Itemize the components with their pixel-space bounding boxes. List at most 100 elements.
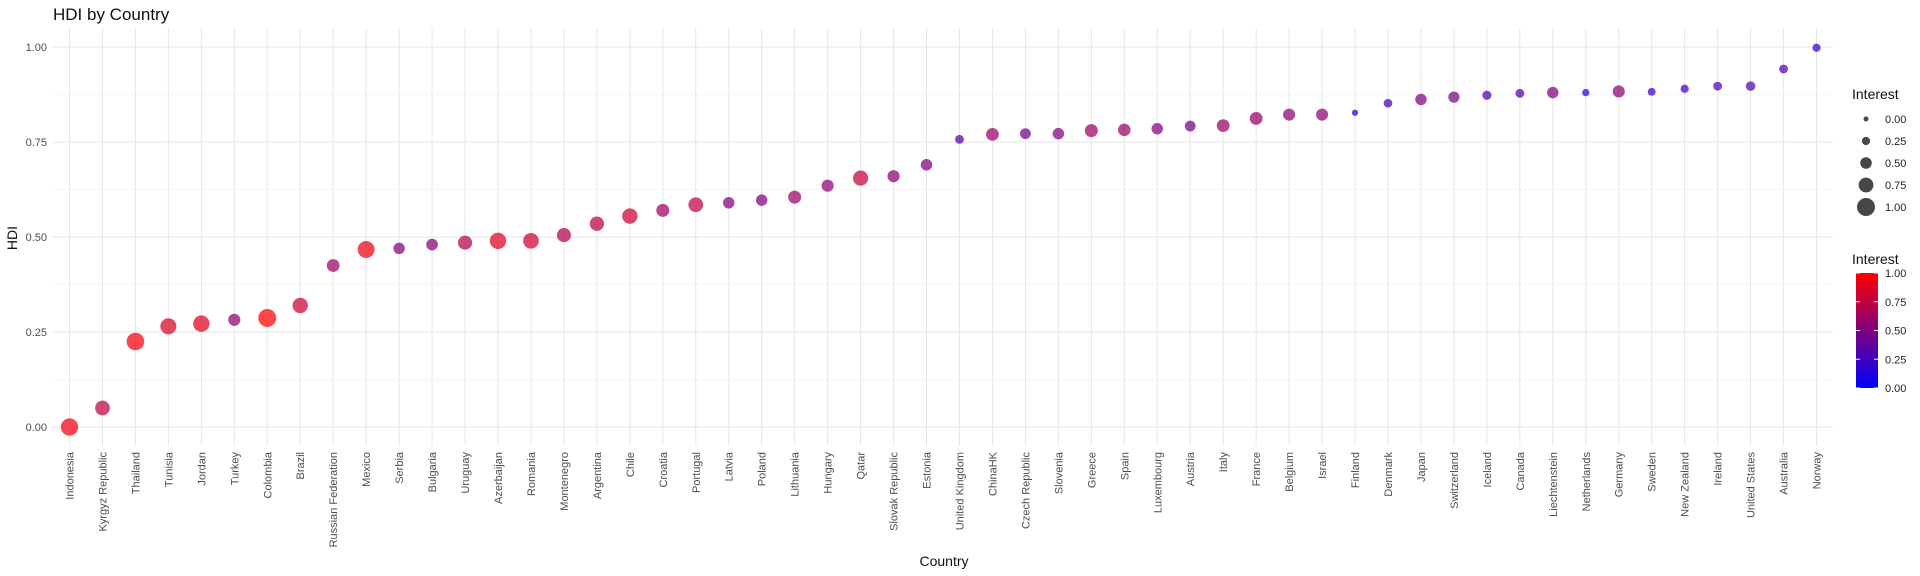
data-point (1779, 64, 1789, 74)
legend-size-label: 0.75 (1885, 180, 1906, 192)
x-axis-title: Country (919, 553, 968, 569)
data-point (1713, 81, 1723, 91)
y-tick-label: 1.00 (26, 42, 47, 54)
x-tick-label: Luxembourg (1152, 452, 1164, 513)
data-point (1515, 88, 1525, 98)
x-tick-label: Norway (1812, 452, 1824, 490)
data-point (688, 197, 704, 213)
x-tick-label: Bulgaria (427, 451, 439, 492)
x-tick-label: Austria (1185, 451, 1197, 486)
data-point (126, 332, 145, 351)
data-point (489, 232, 507, 250)
data-point (1019, 128, 1031, 140)
x-tick-label: Turkey (229, 452, 241, 486)
data-points (60, 43, 1821, 436)
chart-title: HDI by Country (53, 5, 170, 24)
data-point (656, 203, 670, 217)
data-point (1448, 91, 1460, 103)
data-point (821, 179, 834, 192)
data-point (1052, 127, 1065, 140)
legend-color-label: 1.00 (1885, 268, 1906, 280)
x-tick-label: Czech Republic (1020, 452, 1032, 530)
data-point (1351, 109, 1359, 116)
x-tick-label: Slovenia (1053, 451, 1065, 494)
data-point (1151, 122, 1164, 135)
data-point (788, 190, 802, 204)
x-tick-label: Montenegro (559, 452, 571, 511)
legend-size-dot (1857, 198, 1875, 216)
x-tick-label: Thailand (130, 452, 142, 494)
x-tick-label: Canada (1515, 451, 1527, 490)
legend-size-label: 0.50 (1885, 158, 1906, 170)
x-tick-label: Brazil (295, 452, 307, 480)
x-tick-label: Colombia (262, 451, 274, 498)
x-tick-label: Finland (1350, 452, 1362, 488)
y-tick-label: 0.50 (26, 232, 47, 244)
data-point (60, 418, 79, 436)
data-point (853, 170, 869, 186)
data-point (1647, 87, 1656, 96)
legend-size-title: Interest (1852, 86, 1899, 102)
data-point (426, 238, 438, 251)
x-tick-label: Sweden (1647, 452, 1659, 492)
x-tick-label: Chile (625, 452, 637, 477)
data-point (258, 308, 277, 327)
data-point (1118, 123, 1131, 137)
x-tick-label: Croatia (658, 451, 670, 487)
legend-size-label: 1.00 (1885, 202, 1906, 214)
x-tick-label: Lithuania (790, 451, 802, 497)
legend-size-dot (1863, 116, 1869, 122)
data-point (986, 127, 999, 141)
x-tick-label: Kyrgyz Republic (97, 452, 109, 532)
y-tick-label: 0.75 (26, 137, 47, 149)
legend-size-label: 0.25 (1885, 136, 1906, 148)
y-axis-title: HDI (4, 226, 20, 250)
data-point (1184, 120, 1196, 132)
data-point (556, 228, 571, 243)
data-point (920, 159, 933, 171)
x-tick-label: Serbia (394, 451, 406, 484)
x-tick-label: Ireland (1713, 452, 1725, 486)
x-tick-label: Hungary (823, 452, 835, 494)
legend-size-dot (1860, 157, 1872, 169)
data-point (722, 197, 735, 209)
data-point (326, 259, 340, 272)
data-point (1084, 124, 1098, 138)
x-tick-label: Romania (526, 451, 538, 496)
x-tick-label: Uruguay (460, 452, 472, 494)
x-tick-label: Mexico (361, 452, 373, 487)
x-tick-label: Netherlands (1581, 452, 1593, 512)
x-tick-label: Slovak Republic (889, 452, 901, 531)
x-tick-label: Italy (1218, 452, 1230, 473)
legend-size-dot (1858, 177, 1874, 193)
data-point (755, 194, 768, 206)
x-tick-label: Portugal (691, 452, 703, 493)
x-tick-label: United Kingdom (954, 452, 966, 530)
y-tick-label: 0.25 (26, 327, 47, 339)
grid (53, 28, 1833, 446)
x-tick-label: Denmark (1383, 452, 1395, 497)
legend-color: Interest 1.00 0.75 0.50 0.25 0.00 (1852, 251, 1906, 395)
data-point (1283, 108, 1296, 121)
x-tick-label: New Zealand (1680, 452, 1692, 517)
color-bar (1856, 273, 1878, 388)
x-tick-label: Poland (757, 452, 769, 486)
x-tick-label: Greece (1086, 452, 1098, 488)
data-point (228, 313, 241, 326)
x-tick-label: Japan (1416, 452, 1428, 482)
data-point (1745, 81, 1756, 91)
legend-size-label: 0.00 (1885, 114, 1906, 126)
x-tick-label: Estonia (922, 451, 934, 489)
data-point (1383, 98, 1393, 108)
data-point (1582, 88, 1590, 97)
x-tick-label: Iceland (1482, 452, 1494, 487)
x-tick-label: Germany (1614, 452, 1626, 498)
x-tick-label: Switzerland (1449, 452, 1461, 509)
data-point (393, 242, 405, 255)
data-point (523, 232, 539, 249)
data-point (1315, 108, 1329, 121)
data-point (160, 318, 177, 335)
data-point (1216, 119, 1230, 133)
x-tick-label: Tunisia (163, 451, 175, 487)
